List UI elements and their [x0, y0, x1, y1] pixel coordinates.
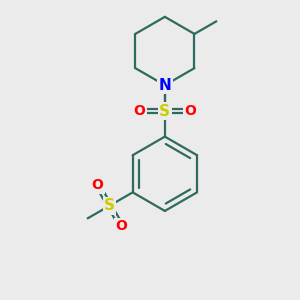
Text: O: O	[116, 219, 127, 233]
Text: O: O	[134, 104, 146, 118]
Text: S: S	[104, 198, 115, 213]
Text: N: N	[158, 78, 171, 93]
Text: O: O	[184, 104, 196, 118]
Text: S: S	[159, 104, 170, 119]
Text: O: O	[92, 178, 103, 192]
Text: N: N	[158, 78, 171, 93]
